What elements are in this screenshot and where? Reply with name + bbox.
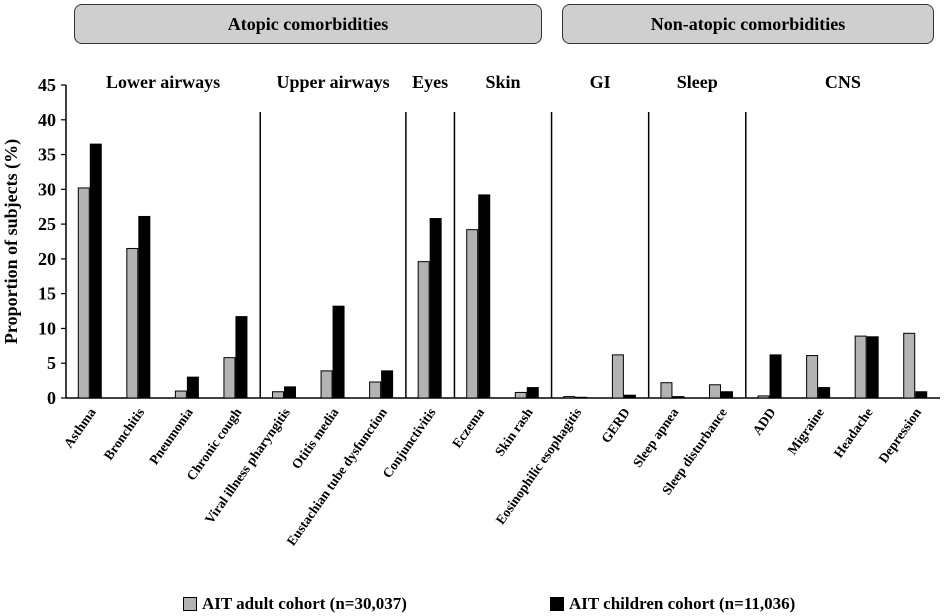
bar-children: [672, 396, 685, 399]
category-label: Headache: [831, 405, 876, 460]
bar-adult: [77, 187, 90, 399]
category-label: Eczema: [449, 405, 487, 451]
y-tick-label: 20: [38, 249, 56, 269]
bar-children: [866, 336, 879, 399]
bar-children: [89, 143, 102, 399]
bar-adult: [320, 370, 333, 399]
bar-adult: [611, 354, 624, 399]
legend-children-swatch: [550, 597, 564, 611]
bar-children: [818, 387, 831, 399]
bar-adult: [126, 247, 139, 399]
bar-children: [769, 354, 782, 399]
bar-adult: [272, 391, 284, 399]
bar-children: [284, 386, 296, 399]
category-label: Skin rash: [492, 405, 536, 459]
category-label: Asthma: [61, 405, 99, 451]
category-label: Sleep apnea: [630, 405, 682, 470]
bar-adult: [903, 332, 916, 399]
atopic-group-header: Atopic comorbidities: [74, 4, 542, 44]
bar-children: [721, 391, 733, 399]
section-label: Skin: [485, 72, 520, 92]
non-atopic-group-label: Non-atopic comorbidities: [650, 13, 846, 34]
section-label: Upper airways: [276, 72, 389, 92]
y-tick-label: 45: [38, 75, 56, 95]
bar-children: [138, 215, 151, 399]
bar-adult: [757, 395, 770, 399]
category-label: Migraine: [784, 405, 827, 457]
section-label: Eyes: [412, 72, 448, 92]
bar-children: [623, 394, 636, 399]
bar-children: [478, 194, 491, 399]
comorbidity-bar-chart: 0 5 10 15 20 25 30 35 40 45 Proportion of subjects…: [1, 72, 940, 549]
chart-legend: AIT adult cohort (n=30,037) AIT children…: [0, 592, 945, 616]
legend-adult: AIT adult cohort (n=30,037): [183, 594, 407, 614]
bar-children: [429, 218, 442, 399]
category-label: Conjunctivitis: [379, 405, 438, 481]
section-label: GI: [590, 72, 611, 92]
bar-children: [381, 370, 394, 399]
bar-adult: [223, 357, 236, 399]
legend-adult-label: AIT adult cohort (n=30,037): [202, 594, 407, 613]
bar-children: [575, 396, 588, 399]
bar-adult: [709, 384, 721, 399]
y-tick-label: 15: [38, 284, 56, 304]
category-label: Viral illness pharyngitis: [202, 405, 293, 526]
legend-children: AIT children cohort (n=11,036): [550, 594, 795, 614]
category-label: ADD: [749, 405, 778, 438]
bar-adult: [417, 261, 430, 399]
bar-children: [186, 376, 199, 399]
bar-adult: [466, 229, 479, 399]
category-label: Bronchitis: [101, 405, 148, 463]
bar-adult: [660, 382, 673, 399]
bar-adult: [563, 396, 576, 399]
bar-adult: [174, 390, 187, 399]
y-tick-label: 30: [38, 179, 56, 199]
section-label: Sleep: [677, 72, 718, 92]
y-axis-title: Proportion of subjects (%): [1, 139, 22, 344]
y-tick-label: 10: [38, 318, 56, 338]
category-label: Eosinophilic esophagitis: [493, 405, 585, 527]
bar-adult: [806, 355, 819, 399]
non-atopic-group-header: Non-atopic comorbidities: [562, 4, 934, 44]
y-tick-label: 35: [38, 145, 56, 165]
bar-children: [332, 305, 345, 399]
y-tick-label: 25: [38, 214, 56, 234]
bar-children: [915, 391, 928, 399]
category-label: Otitis media: [289, 405, 342, 472]
y-tick-label: 5: [47, 353, 56, 373]
bar-children: [526, 387, 539, 399]
bar-adult: [514, 391, 527, 399]
y-tick-label: 0: [47, 388, 56, 408]
section-label: CNS: [825, 72, 861, 92]
bar-adult: [369, 381, 382, 399]
category-label: GERD: [598, 405, 633, 446]
legend-adult-swatch: [183, 597, 197, 611]
section-label: Lower airways: [106, 72, 220, 92]
category-label: Pneumonia: [146, 405, 196, 467]
category-label: Eustachian tube dysfunction: [284, 405, 391, 549]
legend-children-label: AIT children cohort (n=11,036): [569, 594, 796, 613]
bar-children: [235, 316, 248, 399]
y-tick-label: 40: [38, 110, 56, 130]
bar-adult: [854, 335, 867, 399]
atopic-group-label: Atopic comorbidities: [227, 13, 389, 34]
category-label: Depression: [875, 405, 924, 466]
